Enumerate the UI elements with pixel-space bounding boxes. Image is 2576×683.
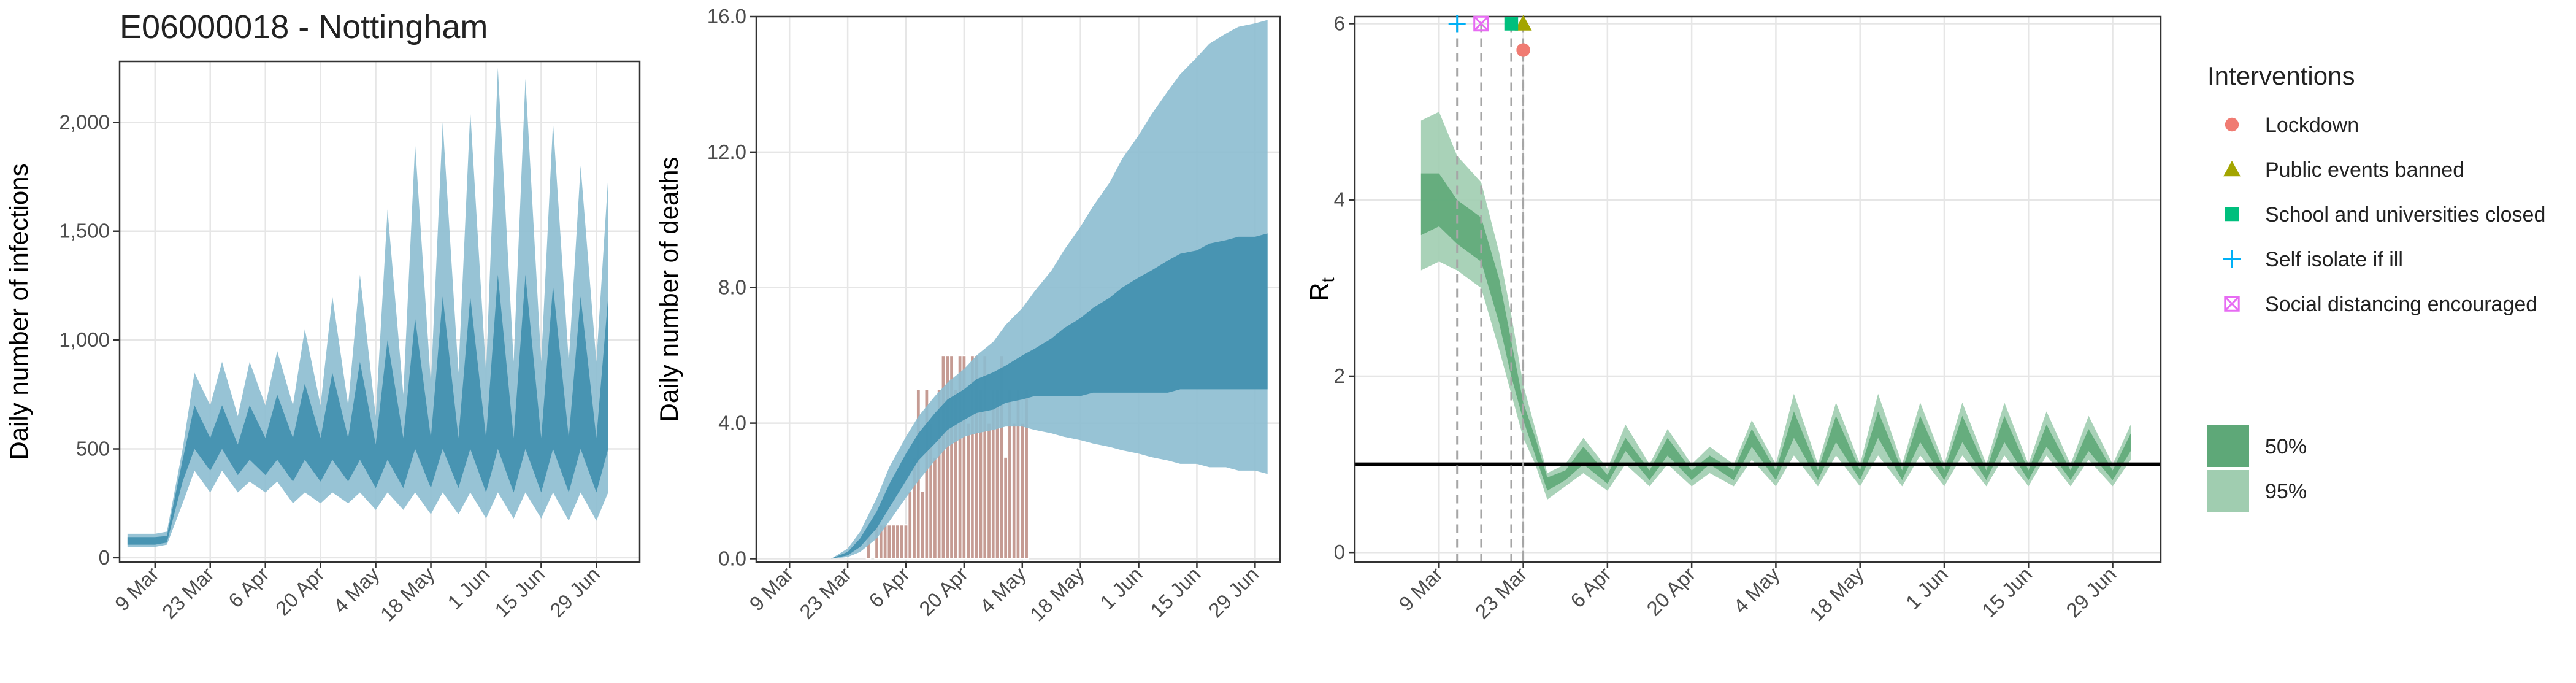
bar: [891, 524, 897, 560]
panel-border: [118, 60, 641, 563]
x-tick-label: 20 Apr: [1642, 563, 1700, 620]
y-axis-title: Daily number of deaths: [654, 157, 683, 422]
legend-swatch: [2207, 425, 2249, 467]
x-tick-label: 1 Jun: [443, 563, 494, 614]
x-tick-label: 15 Jun: [1977, 563, 2036, 622]
y-tick-label: 12.0: [707, 141, 746, 163]
band: [760, 20, 1268, 559]
legend-label: Lockdown: [2265, 114, 2359, 137]
legend-label: School and universities closed: [2265, 203, 2545, 226]
x-tick-label: 9 Mar: [110, 563, 163, 615]
legend-label: Social distancing encouraged: [2265, 293, 2537, 316]
intervention-marker: [1504, 17, 1519, 31]
plot-background: [1355, 17, 2161, 562]
y-tick-label: 1,500: [59, 220, 110, 242]
x-tick-label: 1 Jun: [1095, 563, 1146, 614]
bar: [1011, 422, 1017, 560]
y-tick-label: 6: [1334, 12, 1345, 34]
y-tick-label: 1,000: [59, 328, 110, 351]
x-tick-label: 6 Apr: [224, 563, 274, 612]
intervention-marker: [1514, 15, 1532, 31]
y-tick-label: 4: [1334, 188, 1345, 211]
legend-marker: [2225, 117, 2239, 132]
bar: [895, 524, 900, 560]
x-tick-label: 15 Jun: [1146, 563, 1205, 622]
x-tick-label: 23 Mar: [158, 563, 218, 623]
chart-title: E06000018 - Nottingham: [120, 9, 488, 45]
y-axis-title: Daily number of infections: [4, 163, 33, 460]
legend-marker: [2223, 250, 2241, 268]
bar: [886, 524, 892, 560]
intervention-marker: [1516, 43, 1530, 57]
y-tick-label: 2: [1334, 365, 1345, 387]
x-tick-label: 18 May: [376, 562, 439, 625]
legend-label: Self isolate if ill: [2265, 248, 2403, 271]
y-tick-label: 0: [1334, 541, 1345, 563]
intervention-marker: [1448, 15, 1466, 33]
y-tick-label: 4.0: [718, 412, 746, 434]
x-tick-label: 20 Apr: [914, 563, 972, 620]
x-tick-label: 6 Apr: [1566, 563, 1616, 612]
y-axis-title: Rt: [1305, 277, 1338, 301]
y-tick-label: 500: [76, 438, 110, 460]
x-tick-label: 18 May: [1805, 562, 1868, 625]
x-tick-label: 1 Jun: [1901, 563, 1952, 614]
x-tick-label: 20 Apr: [271, 563, 329, 620]
legend-marker: [2223, 161, 2241, 177]
legend-marker: [2225, 207, 2239, 222]
legend-label: 50%: [2265, 435, 2307, 458]
x-tick-label: 29 Jun: [2061, 563, 2120, 622]
bar: [882, 524, 888, 560]
y-axis-title-main: R: [1305, 283, 1333, 301]
panel-border: [755, 15, 1281, 563]
intervention-marker: [1473, 15, 1489, 32]
x-tick-label: 18 May: [1025, 562, 1089, 625]
band: [1420, 173, 2131, 491]
x-tick-label: 4 May: [1729, 562, 1784, 617]
x-tick-label: 23 Mar: [1471, 563, 1531, 623]
x-tick-label: 29 Jun: [545, 563, 604, 622]
legend-label: Public events banned: [2265, 158, 2464, 182]
y-tick-label: 2,000: [59, 110, 110, 133]
x-tick-label: 29 Jun: [1204, 563, 1263, 622]
x-tick-label: 9 Mar: [1394, 563, 1447, 615]
bar: [986, 422, 992, 560]
bar: [965, 422, 972, 560]
y-axis-title-subscript: t: [1318, 277, 1338, 283]
band: [127, 274, 608, 545]
panel: 0 2 4 6 9 Mar 23 Mar 6 Apr 20 Apr 4 May 18 May 1 J…: [1305, 12, 2545, 625]
y-tick-label: 16.0: [707, 5, 746, 28]
legend-title: Interventions: [2207, 61, 2355, 90]
legend-swatch: [2207, 470, 2249, 512]
bar: [899, 524, 905, 560]
x-tick-label: 6 Apr: [864, 563, 914, 612]
x-tick-label: 15 Jun: [490, 563, 549, 622]
bar: [919, 490, 926, 560]
y-tick-label: 8.0: [718, 276, 746, 299]
x-tick-label: 4 May: [975, 562, 1030, 617]
bar: [932, 456, 938, 560]
legend-label: 95%: [2265, 480, 2307, 503]
x-tick-label: 23 Mar: [795, 563, 856, 623]
y-tick-label: 0.0: [718, 547, 746, 569]
panel-border: [1354, 15, 2162, 563]
y-tick-label: 0: [99, 546, 110, 569]
bar: [907, 490, 913, 560]
x-tick-label: 9 Mar: [745, 563, 797, 615]
bar: [1003, 456, 1009, 560]
bar: [903, 524, 909, 560]
legend-marker: [2224, 296, 2240, 312]
bar: [1019, 422, 1025, 560]
band: [760, 233, 1268, 559]
